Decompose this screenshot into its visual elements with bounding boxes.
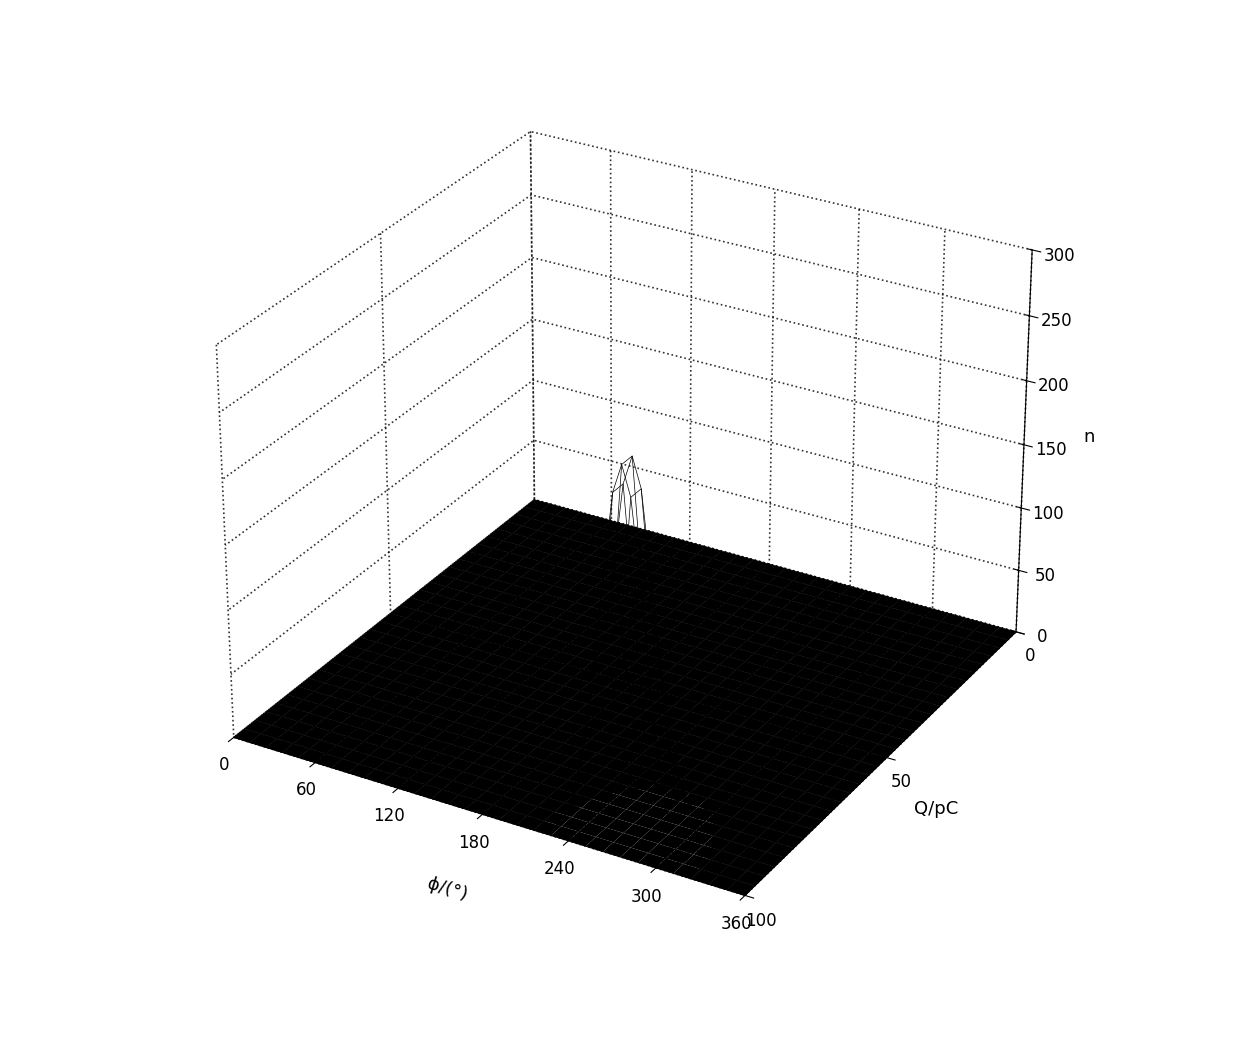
- Y-axis label: Q/pC: Q/pC: [914, 800, 959, 818]
- X-axis label: ϕ/(°): ϕ/(°): [425, 875, 470, 904]
